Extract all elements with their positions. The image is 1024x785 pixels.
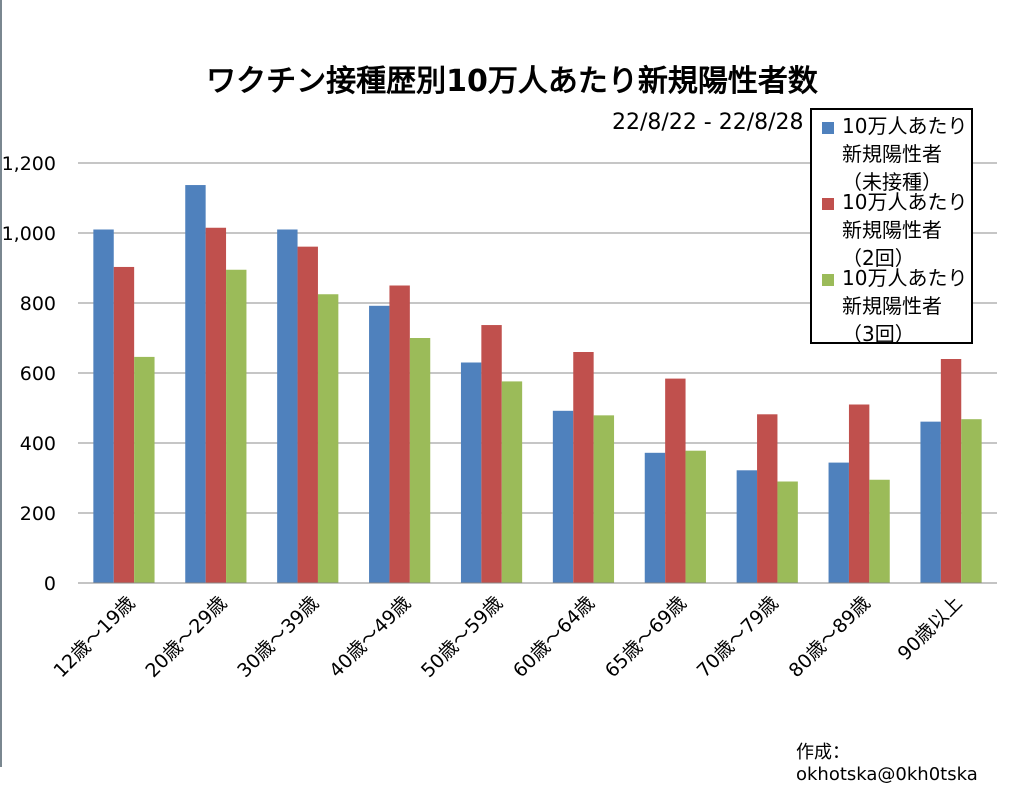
- x-tick-label: 30歳～39歳: [233, 592, 323, 682]
- bar: [777, 481, 798, 583]
- bar: [460, 362, 482, 583]
- legend-swatch-three-doses: [822, 274, 834, 286]
- x-tick-label: 65歳～69歳: [601, 592, 691, 682]
- x-tick-label: 80歳～89歳: [785, 592, 875, 682]
- bar: [685, 450, 706, 583]
- chart-slide: { "chart_data": { "type": "bar", "title"…: [0, 0, 997, 785]
- x-tick-labels: 12歳～19歳 20歳～29歳 30歳～39歳 40歳～49歳 50歳～59歳 60歳～6…: [49, 592, 966, 682]
- bar: [736, 470, 758, 583]
- y-tick-label: 200: [20, 503, 56, 525]
- legend-swatch-unvaccinated: [822, 122, 834, 134]
- bar: [940, 359, 962, 583]
- bar: [277, 229, 298, 583]
- bar: [552, 410, 574, 583]
- x-tick-label: 12歳～19歳: [49, 592, 139, 682]
- bar: [501, 381, 523, 583]
- bar: [297, 246, 318, 583]
- y-tick-label: 0: [44, 573, 56, 595]
- x-tick-label: 90歳以上: [894, 592, 967, 665]
- bar: [317, 294, 339, 583]
- legend-label-three-doses: 10万人あたり 新規陽性者 （3回）: [842, 266, 968, 346]
- date-range: 22/8/22 - 22/8/28: [612, 110, 804, 135]
- chart-title: ワクチン接種歴別10万人あたり新規陽性者数: [206, 64, 818, 99]
- bar: [869, 479, 890, 583]
- bar-chart: 0 200 400 600 800 1,000 1,200 12歳～19歳 20歳～29歳 30…: [2, 153, 997, 682]
- bar: [113, 266, 135, 583]
- bar: [644, 452, 666, 583]
- bar: [757, 414, 778, 583]
- bar: [389, 285, 410, 583]
- bar: [961, 419, 982, 583]
- x-tick-label: 50歳～59歳: [417, 592, 507, 682]
- bar: [920, 421, 941, 583]
- bar: [481, 325, 502, 583]
- bar: [93, 229, 114, 583]
- legend-label-two-doses: 10万人あたり 新規陽性者 （2回）: [842, 190, 968, 270]
- bar: [409, 338, 431, 583]
- x-tick-label: 20歳～29歳: [141, 592, 231, 682]
- bar: [134, 356, 155, 583]
- y-tick-label: 1,000: [2, 223, 56, 245]
- x-tick-label: 60歳～64歳: [509, 592, 599, 682]
- legend-swatch-two-doses: [822, 198, 834, 210]
- bar: [665, 378, 686, 583]
- legend-label-unvaccinated: 10万人あたり 新規陽性者 （未接種）: [842, 114, 968, 194]
- bar: [593, 415, 615, 583]
- x-tick-label: 40歳～49歳: [325, 592, 415, 682]
- y-tick-label: 1,200: [2, 153, 56, 175]
- credit-text: 作成：okhotska@0kh0tska: [796, 742, 978, 785]
- bar: [369, 305, 390, 583]
- bar: [205, 227, 227, 583]
- legend: 10万人あたり 新規陽性者 （未接種） 10万人あたり 新規陽性者 （2回） 1…: [810, 108, 973, 346]
- bar: [185, 185, 206, 584]
- bar: [828, 462, 849, 583]
- y-tick-label: 400: [20, 433, 56, 455]
- bar: [573, 352, 594, 583]
- bars: [93, 185, 982, 584]
- y-tick-labels: 0 200 400 600 800 1,000 1,200: [2, 153, 56, 595]
- bar: [226, 269, 247, 583]
- y-tick-label: 600: [20, 363, 56, 385]
- x-tick-label: 70歳～79歳: [693, 592, 783, 682]
- y-tick-label: 800: [20, 293, 56, 315]
- bar: [848, 404, 870, 583]
